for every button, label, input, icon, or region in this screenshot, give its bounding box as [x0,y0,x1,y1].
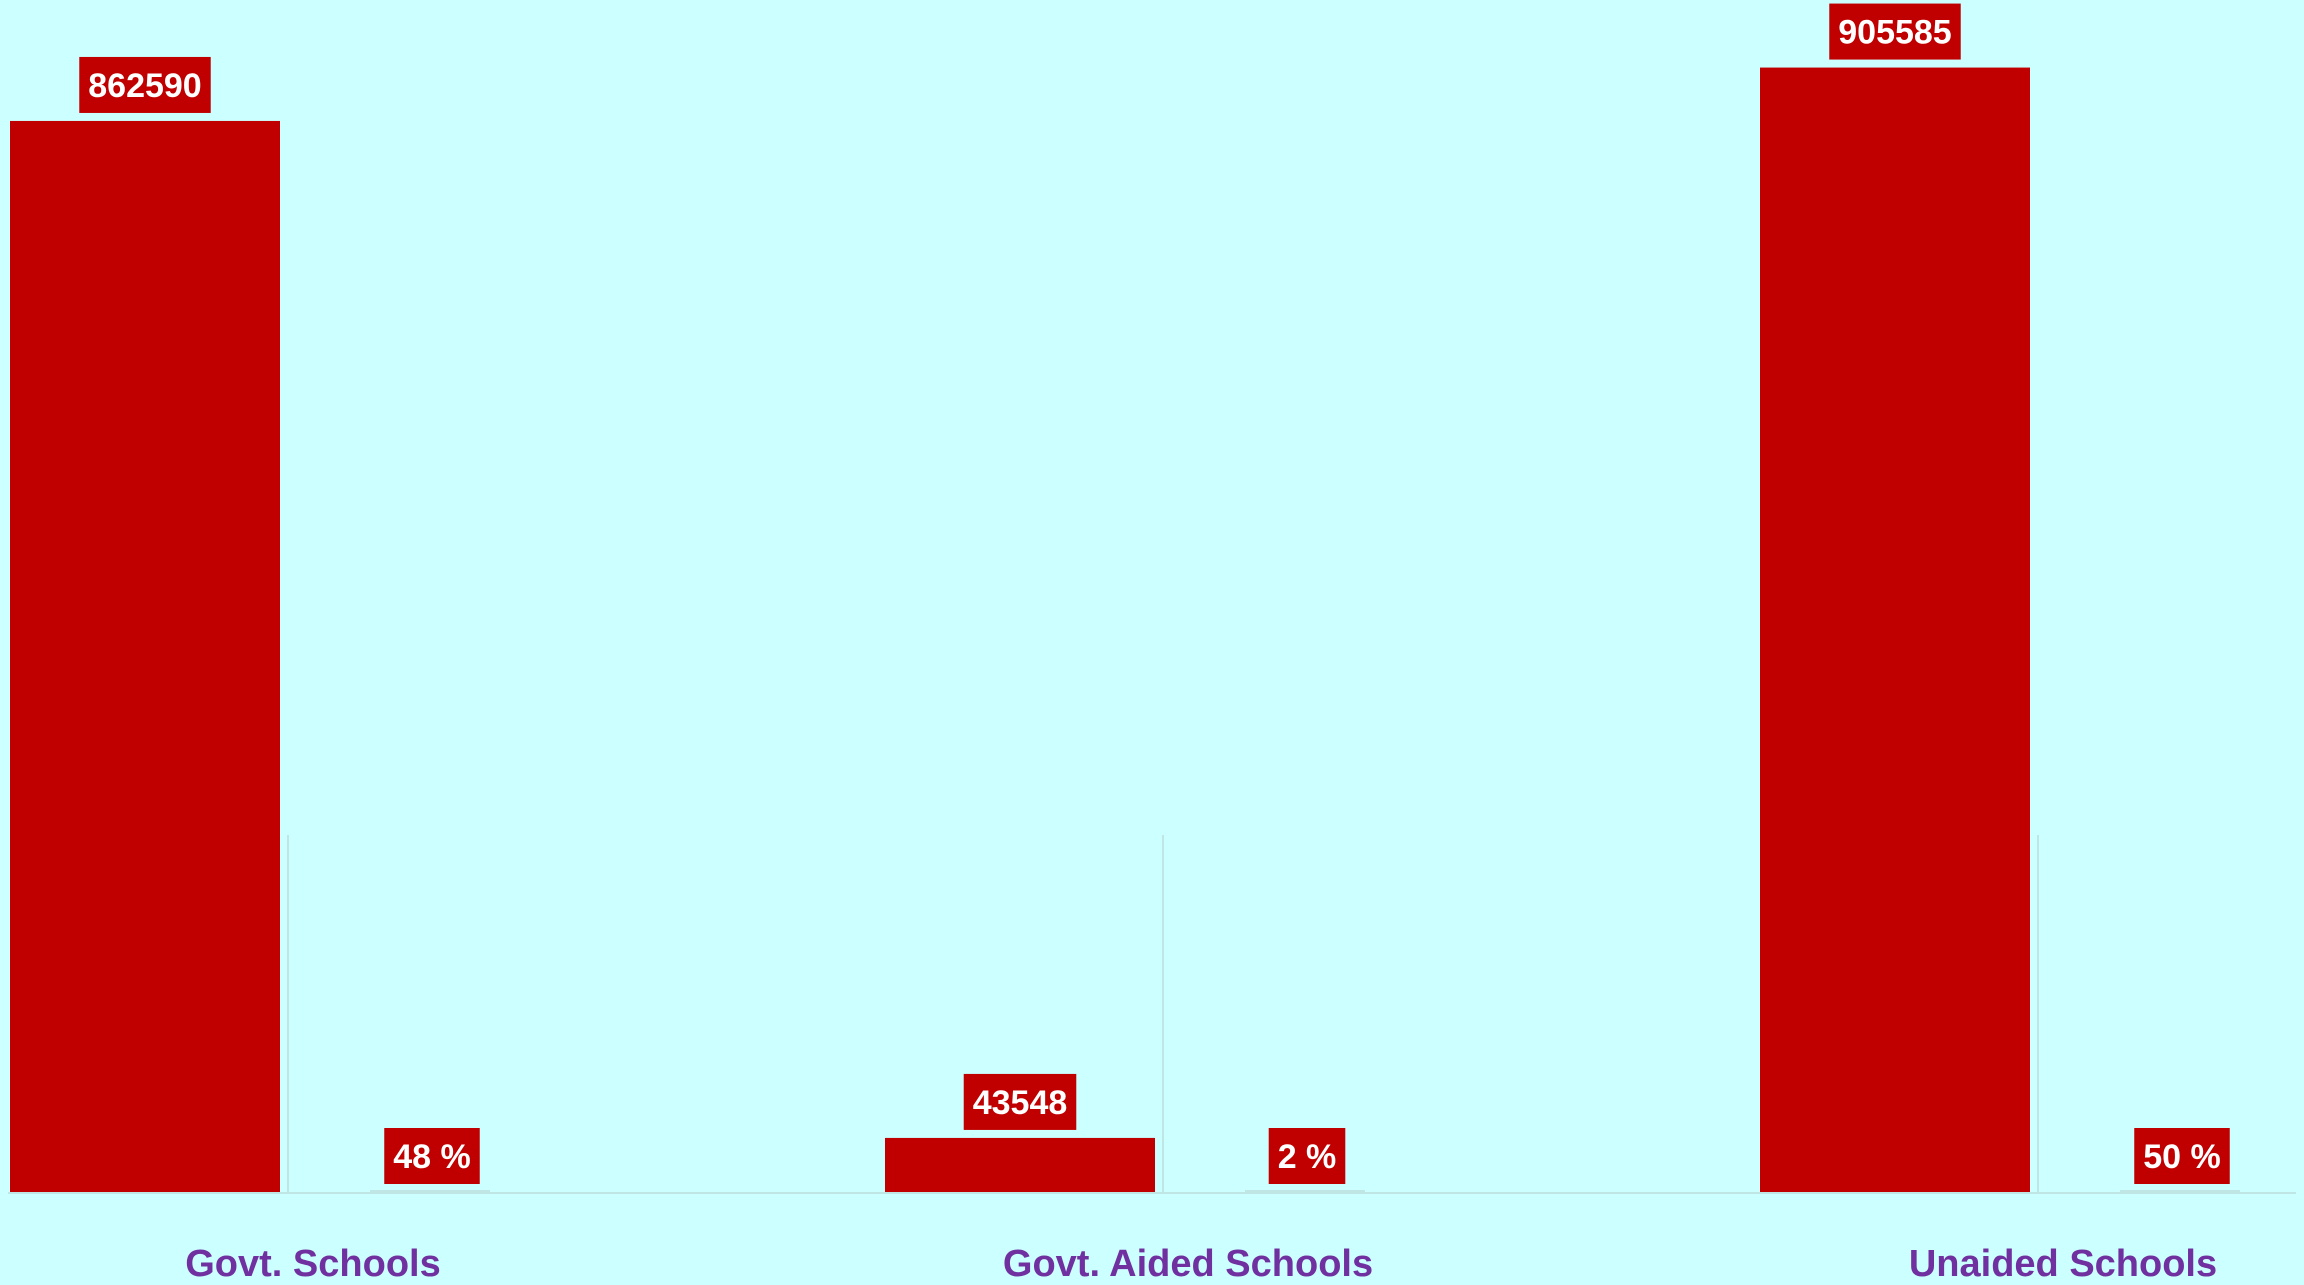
value-label-2: 43548 [973,1084,1068,1122]
percent-label-3-box [2134,1128,2230,1184]
bars-layer [8,67,2296,1194]
percent-bar-3 [2120,1190,2240,1192]
percent-label-1-box [384,1128,480,1184]
percent-label-2: 2 % [1278,1138,1337,1176]
categories-layer: Govt. Schools Govt. Aided Schools Unaided … [185,1243,2217,1285]
percent-label-2-box [1268,1128,1346,1184]
value-label-1: 862590 [88,67,201,105]
bar-3 [1760,67,2030,1192]
category-label-3: Unaided Schools [1909,1243,2217,1285]
bar-1 [10,120,280,1192]
percent-label-3: 50 % [2143,1138,2221,1176]
labels-layer: 862590 48 % 43548 2 % 905585 50 % [79,3,2230,1184]
bar-2 [885,1137,1155,1192]
percent-bar-2 [1245,1190,1365,1192]
value-label-2-box [963,1073,1077,1130]
percent-bar-1 [370,1190,490,1192]
value-label-3-box [1829,3,1961,60]
category-label-1: Govt. Schools [185,1243,440,1285]
value-label-3: 905585 [1838,14,1951,52]
value-label-1-box [79,56,211,113]
category-label-2: Govt. Aided Schools [1003,1243,1373,1285]
percent-label-1: 48 % [393,1138,471,1176]
